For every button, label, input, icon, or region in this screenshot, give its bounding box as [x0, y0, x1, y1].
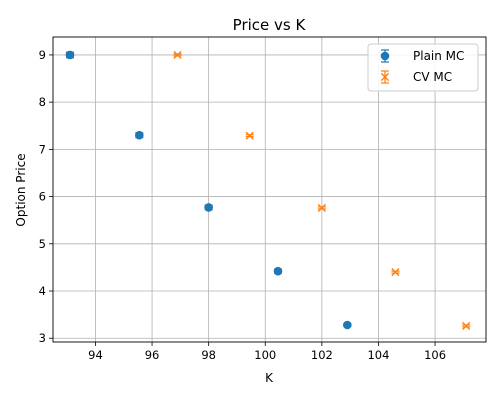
y-tick-label: 5 — [39, 237, 46, 251]
data-points — [65, 50, 471, 331]
legend-marker — [380, 51, 390, 61]
x-tick-label: 96 — [145, 348, 160, 362]
legend-entry: Plain MC — [380, 49, 464, 63]
x-tick-label: 100 — [254, 348, 276, 362]
legend: Plain MC CV MC — [367, 43, 479, 92]
plot-area — [52, 36, 487, 343]
y-axis-label: Option Price — [14, 153, 28, 226]
data-point — [391, 268, 400, 277]
data-point — [317, 203, 326, 213]
x-tick-label: 94 — [88, 348, 103, 362]
data-point — [245, 131, 254, 140]
series-cv-mc — [173, 50, 471, 331]
y-tick-label: 7 — [39, 142, 46, 156]
data-point — [273, 266, 283, 276]
legend-marker — [380, 72, 390, 82]
data-point — [65, 50, 75, 60]
legend-label: CV MC — [413, 70, 452, 84]
legend-box — [367, 43, 479, 92]
x-tick-label: 102 — [311, 348, 333, 362]
chart-title: Price vs K — [233, 16, 307, 34]
x-axis-label: K — [265, 371, 274, 385]
data-point — [135, 130, 144, 140]
legend-label: Plain MC — [413, 49, 464, 63]
y-tick-label: 4 — [39, 284, 46, 298]
legend-entry: CV MC — [380, 70, 452, 84]
y-tick-label: 3 — [39, 331, 46, 345]
data-point — [173, 50, 182, 60]
axis-ticks: 94 96 98 100 102 104 106 3 4 5 6 7 8 9 — [39, 48, 446, 362]
y-tick-label: 9 — [39, 48, 46, 62]
x-marker-stroke — [317, 203, 326, 213]
x-marker-stroke — [245, 131, 254, 140]
data-point — [462, 321, 471, 331]
y-tick-label: 6 — [39, 190, 46, 204]
x-tick-label: 106 — [424, 348, 446, 362]
x-marker-stroke — [462, 321, 471, 331]
x-marker-stroke — [380, 72, 390, 82]
x-tick-label: 104 — [367, 348, 389, 362]
x-tick-label: 98 — [201, 348, 216, 362]
x-marker-stroke — [391, 268, 400, 277]
x-marker-stroke — [173, 50, 182, 60]
y-tick-label: 8 — [39, 95, 46, 109]
series-plain-mc — [65, 50, 352, 330]
data-point — [204, 203, 213, 212]
data-point — [343, 320, 352, 330]
